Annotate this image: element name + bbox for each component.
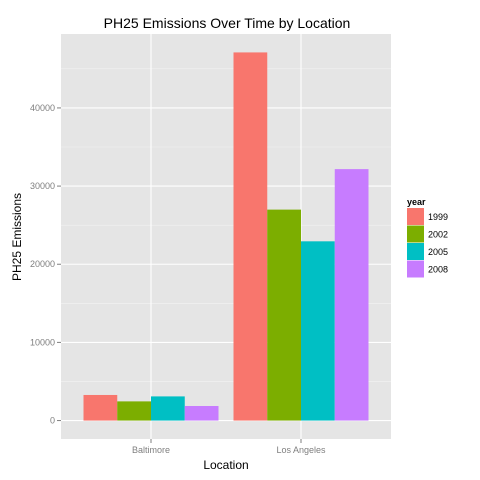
bar-2005-baltimore <box>151 396 185 421</box>
legend-swatch-2008 <box>407 260 424 278</box>
y-tick-label: 40000 <box>30 103 55 113</box>
x-tick-label: Baltimore <box>132 445 170 455</box>
y-axis-ticks: 0 10000 20000 30000 40000 <box>30 103 61 426</box>
bar-2005-los-angeles <box>301 241 335 421</box>
y-tick-label: 20000 <box>30 259 55 269</box>
chart-title: PH25 Emissions Over Time by Location <box>104 15 351 31</box>
y-tick-label: 0 <box>50 416 55 426</box>
x-tick-label: Los Angeles <box>276 445 326 455</box>
bars-group <box>83 52 369 421</box>
legend-label-2008: 2008 <box>428 265 448 275</box>
x-axis-title: Location <box>203 458 248 472</box>
y-tick-label: 10000 <box>30 337 55 347</box>
legend-swatch-1999 <box>407 208 424 225</box>
legend-label-2005: 2005 <box>428 247 448 257</box>
bar-2008-los-angeles <box>334 169 369 421</box>
bar-1999-los-angeles <box>233 52 268 421</box>
y-tick-label: 30000 <box>30 181 55 191</box>
y-axis-title: PH25 Emissions <box>10 193 24 281</box>
legend-title: year <box>407 197 426 207</box>
legend-label-1999: 1999 <box>428 212 448 222</box>
x-axis-ticks: Baltimore Los Angeles <box>132 439 326 455</box>
legend-label-2002: 2002 <box>428 230 448 240</box>
legend-swatch-2005 <box>407 243 424 260</box>
legend: year 1999 2002 2005 2008 <box>407 197 448 278</box>
bar-2002-baltimore <box>117 401 151 421</box>
legend-swatch-2002 <box>407 225 424 243</box>
bar-2008-baltimore <box>184 406 219 421</box>
bar-2002-los-angeles <box>267 209 301 421</box>
bar-1999-baltimore <box>83 394 118 421</box>
